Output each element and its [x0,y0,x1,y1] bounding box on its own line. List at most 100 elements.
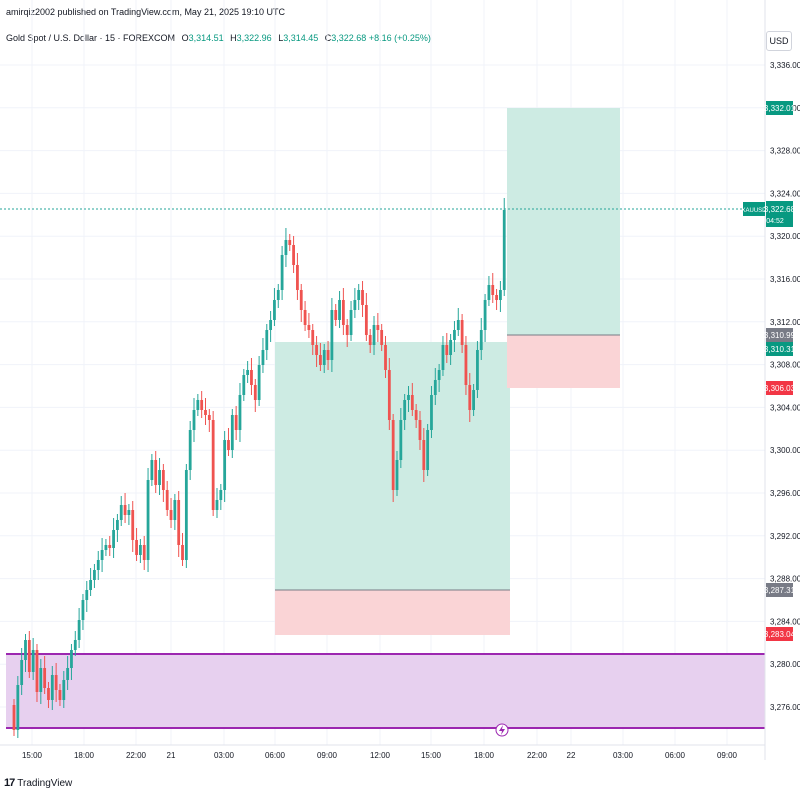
time-tick-label: 03:00 [214,751,235,760]
candle-body [20,660,24,685]
symbol-legend: Gold Spot / U.S. Dollar · 15 · FOREXCOM … [6,33,431,43]
candle-body [372,325,376,345]
candle-body [391,420,395,490]
countdown-text: 04:52 [766,218,784,225]
price-tick-label: 3,332.00 [770,104,800,113]
candle-body [292,245,295,265]
stop2-price-label: 3,306.03 [764,381,796,395]
candle-body [322,350,326,365]
candle-body [108,545,112,548]
candle-body [169,510,173,520]
tradingview-logo-text: TradingView [17,777,73,789]
candle-body [288,240,292,245]
candle-body [81,600,85,620]
candle-body [142,545,146,560]
candle-body [58,690,62,700]
candle-body [27,640,31,672]
candle-body [62,680,66,700]
candle-body [127,510,131,515]
candle-body [50,675,54,700]
demand-zone[interactable] [6,654,765,728]
close-label: C [324,33,332,43]
candle-body [387,370,391,420]
price-tick-label: 3,304.00 [770,403,800,412]
tradingview-logo[interactable]: 17 TradingView [4,777,72,789]
candle-body [269,320,273,330]
close-value: 3,322.68 [331,33,367,43]
candle-body [399,420,403,460]
candle-body [207,415,211,420]
time-tick-label: 18:00 [474,751,495,760]
candle-body [238,395,242,430]
candle-body [188,430,192,470]
candle-body [85,590,89,600]
price-tick-label: 3,324.00 [770,189,800,198]
candle-body [445,345,449,355]
candle-body [219,490,223,500]
price-tick-label: 3,320.00 [770,232,800,241]
candle-body [223,440,227,490]
price-axis[interactable]: 3,336.00 3,332.00 3,328.00 3,324.00 3,320.00… [770,61,800,712]
symbol-title[interactable]: Gold Spot / U.S. Dollar · 15 · FOREXCOM [6,33,176,43]
candle-body [276,290,280,300]
candle-body [341,300,345,325]
candle-body [410,395,414,410]
open-label: O [181,33,189,43]
long-position-1-profit-zone[interactable] [275,342,510,590]
candle-body [472,390,475,410]
candle-body [441,345,445,370]
long-position-1-loss-zone[interactable] [275,590,510,635]
time-tick-label: 06:00 [265,751,286,760]
price-tick-label: 3,308.00 [770,361,800,370]
time-axis[interactable]: 15:00 18:00 22:00 21 03:00 06:00 09:00 12:00 15:… [22,751,738,760]
candle-body [12,705,16,730]
svg-text:3,310.31: 3,310.31 [764,345,796,354]
price-tick-label: 3,316.00 [770,275,800,284]
candle-body [299,290,303,310]
candle-body [77,620,81,640]
lightning-icon[interactable] [495,723,509,737]
candle-body [364,305,368,335]
time-tick-label: 22:00 [126,751,147,760]
svg-text:3,322.68: 3,322.68 [764,205,796,214]
symbol-tag-label: XAUUSD [741,202,767,216]
candle-body [296,265,299,290]
candle-body [453,330,456,340]
candle-body [66,668,70,680]
candle-body [43,668,47,688]
candle-body [284,240,288,255]
price-tick-label: 3,336.00 [770,61,800,70]
candle-body [338,300,341,320]
candle-body [31,650,35,672]
time-tick-label: 22 [567,751,576,760]
svg-text:3,283.04: 3,283.04 [764,630,796,639]
time-tick-label: 21 [167,751,176,760]
candle-body [315,345,318,355]
candle-body [384,345,387,370]
entry2a-price-label: 3,310.99 [764,328,796,342]
candle-body [161,470,165,490]
time-tick-label: 15:00 [421,751,442,760]
candle-body [196,400,200,410]
low-label: L [278,33,284,43]
candle-body [39,668,43,692]
currency-button[interactable]: USD [766,31,792,51]
long-position-2-profit-zone[interactable] [507,108,620,335]
candle-body [273,300,276,320]
candle-body [135,540,138,555]
low-value: 3,314.45 [283,33,319,43]
high-value: 3,322.96 [236,33,272,43]
candle-body [357,290,361,300]
candle-body [430,395,433,430]
candle-body [16,685,20,730]
price-tick-label: 3,288.00 [770,575,800,584]
candle-body [181,545,184,560]
entry1-price-label: 3,287.31 [764,583,796,597]
candle-body [154,460,158,485]
candle-body [422,440,426,470]
candle-body [433,380,437,395]
long-position-2-loss-zone[interactable] [507,335,620,388]
candle-body [230,415,234,450]
candle-body [250,370,253,385]
